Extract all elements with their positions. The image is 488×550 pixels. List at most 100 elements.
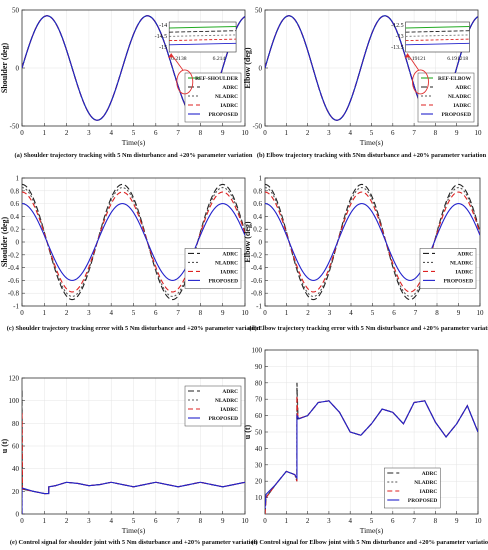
x-tick-label: 9 xyxy=(457,309,461,317)
legend-label: PROPOSED xyxy=(209,278,238,284)
series-line-nladrc xyxy=(22,187,245,297)
y-tick-label: -0.6 xyxy=(251,277,263,285)
x-tick-label: 0 xyxy=(263,309,267,317)
x-tick-label: 7 xyxy=(412,517,416,525)
x-tick-label: 1 xyxy=(43,309,47,317)
chart-c: 0 1 2 3 4 5 6 7 8 9 10-1-0.8-0.6-0.4-0.200.20.40.6… xyxy=(0,175,261,333)
figure-caption: (c) Shoulder trajectory tracking error w… xyxy=(7,325,261,332)
y-tick-label: -0.4 xyxy=(251,264,263,272)
zoom-marker-circle xyxy=(412,69,429,95)
y-tick-label: 50 xyxy=(255,429,263,437)
y-tick-label: 50 xyxy=(12,7,20,15)
y-tick-label: 50 xyxy=(255,7,263,15)
inset-series-line xyxy=(405,42,470,46)
x-tick-label: 0 xyxy=(20,517,24,525)
inset-y-tick-label: -14.5 xyxy=(155,34,168,40)
x-tick-label: 1 xyxy=(285,309,289,317)
y-tick-label: -1 xyxy=(13,303,19,311)
legend-label: PROPOSED xyxy=(444,278,473,284)
x-axis-label: Time(s) xyxy=(360,138,384,147)
zoom-marker-arrow xyxy=(170,53,184,71)
x-tick-label: 5 xyxy=(370,517,374,525)
x-tick-label: 0 xyxy=(263,517,267,525)
inset-x-tick-label: 6.191218 xyxy=(447,56,468,62)
x-tick-label: 6 xyxy=(391,517,395,525)
y-axis-label: Elbow (deg) xyxy=(243,221,252,262)
figure-caption: (e) Control signal for shoulder joint wi… xyxy=(10,539,258,546)
y-tick-label: 0.8 xyxy=(253,187,262,195)
legend: REF-SHOULDER ADRC NLADRC IADRC PROPOSED xyxy=(184,72,242,123)
legend: ADRC NLADRC IADRC PROPOSED xyxy=(184,385,242,427)
y-axis-label: Shoulder (deg) xyxy=(0,217,9,268)
zoom-arrowhead xyxy=(404,53,410,58)
y-axis-label: Shoulder (deg) xyxy=(0,43,9,94)
inset-series-line xyxy=(405,38,470,42)
legend-label: NLADRC xyxy=(450,260,473,266)
y-tick-label: 20 xyxy=(12,488,20,496)
figure-caption: (a) Shoulder trajectory tracking with 5 … xyxy=(15,152,253,159)
chart-d: 0 1 2 3 4 5 6 7 8 9 10 -1 -0.8 -0.6 -0.4 -0.2 0 0.2 0.4 0.6… xyxy=(243,175,488,333)
y-tick-label: -0.8 xyxy=(8,290,20,298)
x-tick-label: 2 xyxy=(306,309,310,317)
legend-label: PROPOSED xyxy=(408,498,437,504)
x-tick-label: 6 xyxy=(154,309,158,317)
legend-label: NLADRC xyxy=(448,94,471,100)
series-group xyxy=(265,382,478,514)
x-tick-label: 7 xyxy=(176,517,180,525)
legend: ADRC NLADRC IADRC PROPOSED xyxy=(184,248,242,289)
y-tick-label: 0 xyxy=(16,65,20,73)
inset-series-line xyxy=(169,26,237,29)
inset-y-tick-label: -13.5 xyxy=(391,45,404,51)
y-tick-label: 0.4 xyxy=(253,213,262,221)
y-tick-label: 80 xyxy=(12,420,20,428)
legend-label: REF-SHOULDER xyxy=(195,76,238,82)
y-tick-label: 1 xyxy=(259,175,263,183)
zoom-inset: -12.5 -13 -13.5 6.19121 6.191218 xyxy=(391,21,470,95)
inset-series-line xyxy=(169,30,237,33)
y-tick-label: -0.2 xyxy=(8,251,20,259)
inset-series-line xyxy=(169,34,237,37)
legend-label: NLADRC xyxy=(215,94,238,100)
x-tick-label: 4 xyxy=(349,309,353,317)
y-tick-label: -0.8 xyxy=(251,290,263,298)
x-tick-label: 5 xyxy=(370,129,374,137)
legend-box xyxy=(384,467,441,509)
y-tick-label: 0 xyxy=(16,511,20,519)
figure-caption: (d) Elbow trajectory tracking error with… xyxy=(249,325,488,332)
x-tick-label: 4 xyxy=(109,517,113,525)
x-tick-label: 8 xyxy=(435,309,439,317)
figure-caption: (f) Control signal for Elbow joint with … xyxy=(251,539,488,546)
series-line-proposed xyxy=(265,400,478,510)
x-tick-label: 4 xyxy=(348,129,352,137)
series-line-adrc xyxy=(265,183,480,301)
x-tick-label: 0 xyxy=(20,129,24,137)
y-tick-label: -50 xyxy=(253,123,263,131)
x-tick-label: 3 xyxy=(87,129,91,137)
y-tick-label: 20 xyxy=(255,478,263,486)
x-tick-label: 5 xyxy=(132,129,136,137)
x-tick-label: 3 xyxy=(327,129,331,137)
x-tick-label: 8 xyxy=(434,517,438,525)
legend: ADRC NLADRC IADRC PROPOSED xyxy=(419,248,477,289)
x-tick-label: 0 xyxy=(20,309,24,317)
series-line-proposed xyxy=(265,203,480,281)
x-tick-label: 4 xyxy=(348,517,352,525)
zoom-inset: -14 -14.5 -15 6.2138 6.214 xyxy=(155,21,237,95)
series-line-nladrc xyxy=(265,187,480,297)
x-tick-label: 10 xyxy=(242,517,250,525)
y-tick-label: 0.6 xyxy=(253,200,262,208)
y-tick-label: 0.2 xyxy=(10,226,19,234)
inset-y-tick-label: -12.5 xyxy=(391,23,404,29)
legend-box xyxy=(419,248,477,289)
x-axis-label: Time(s) xyxy=(122,526,146,535)
inset-series-line xyxy=(405,34,470,37)
y-tick-label: 120 xyxy=(9,375,20,383)
x-tick-label: 1 xyxy=(285,129,289,137)
x-tick-label: 9 xyxy=(455,517,459,525)
inset-y-tick-label: -15 xyxy=(159,45,167,51)
inset-y-tick-label: -13 xyxy=(396,34,404,40)
x-tick-label: 6 xyxy=(154,517,158,525)
inset-y-tick-label: -14 xyxy=(159,23,167,29)
